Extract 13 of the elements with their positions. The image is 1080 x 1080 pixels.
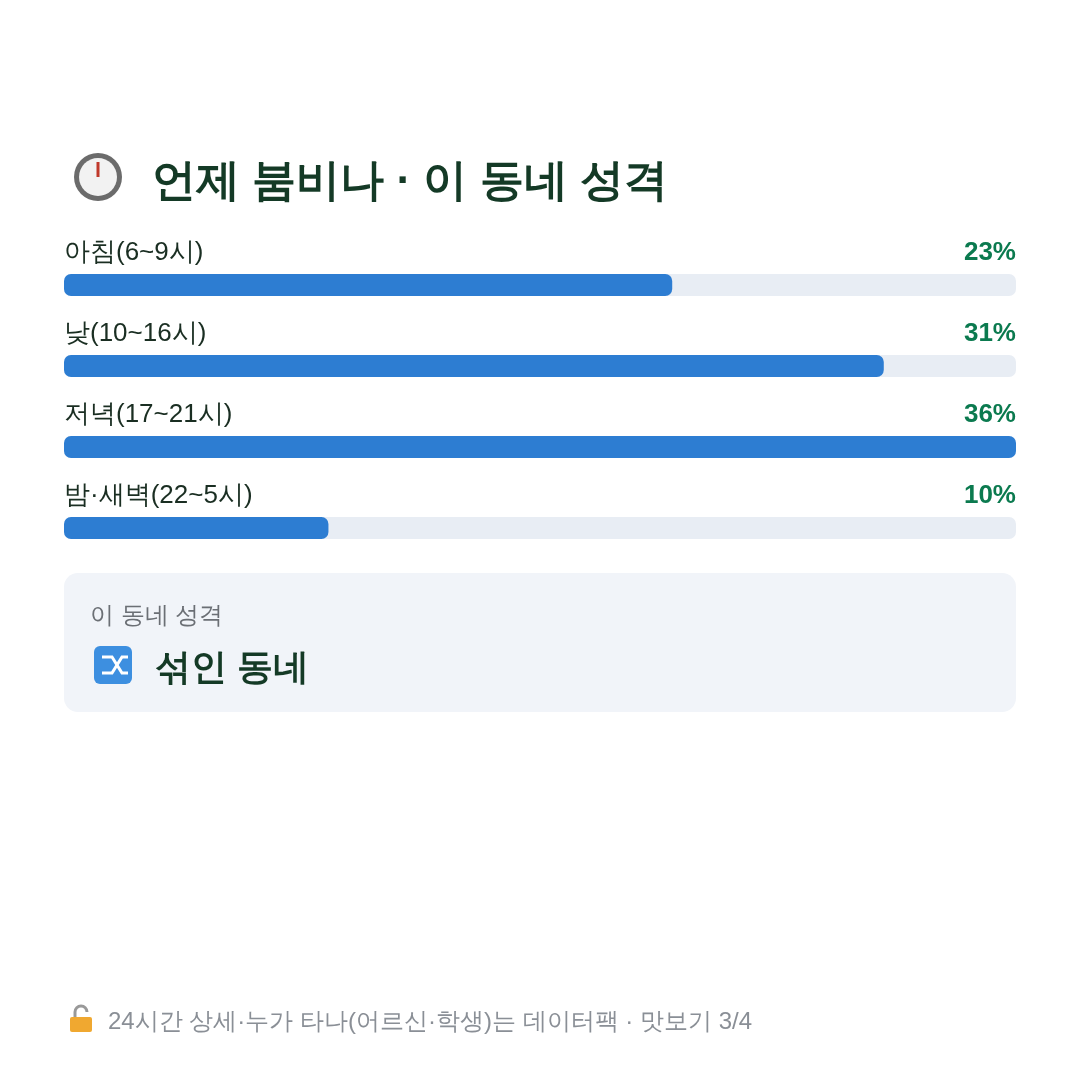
chart-title: 언제 붐비나 · 이 동네 성격 — [152, 155, 668, 204]
y-tick-label: 저녁(17~21시) — [64, 398, 233, 428]
data-label: 10% — [963, 479, 1016, 509]
y-tick-label: 낮(10~16시) — [64, 317, 207, 347]
text: 24시간 상세·누가 타나(어르신·학생)는 데이터팩 · 맛보기 3/4 — [108, 1007, 753, 1034]
data-label: 31% — [963, 317, 1016, 347]
bar — [64, 517, 329, 539]
data-label: 36% — [963, 398, 1016, 428]
text: 이 동네 성격 — [90, 601, 224, 628]
y-tick-label: 밤·새벽(22~5시) — [64, 479, 253, 509]
text: 섞인 동네 — [155, 646, 310, 687]
y-tick-label: 아침(6~9시) — [64, 236, 204, 266]
data-label: 23% — [963, 236, 1016, 266]
